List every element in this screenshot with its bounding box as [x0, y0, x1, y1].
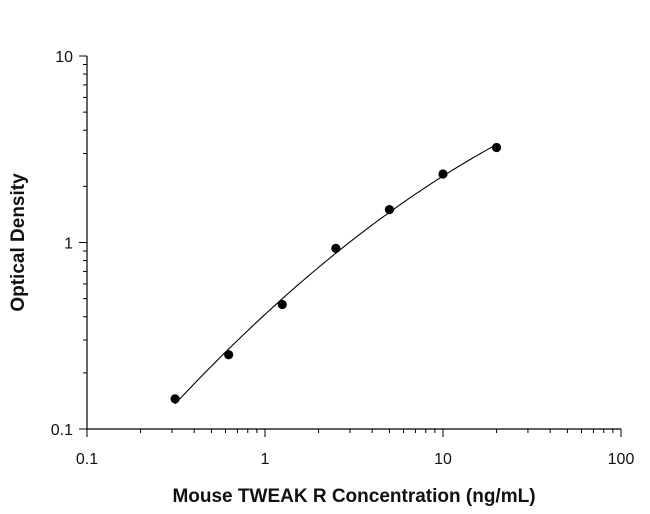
x-tick-label: 10	[434, 451, 452, 468]
data-point	[224, 350, 234, 360]
y-axis-title: Optical Density	[8, 173, 29, 312]
y-tick-label: 0.1	[51, 422, 73, 439]
axes	[86, 56, 621, 430]
y-tick-label: 10	[55, 49, 73, 66]
fit-curve	[174, 144, 497, 405]
data-point	[277, 299, 287, 310]
data-points	[170, 142, 502, 404]
data-point	[438, 169, 448, 179]
data-point	[331, 243, 341, 253]
major-ticks	[79, 55, 622, 437]
x-axis-title: Mouse TWEAK R Concentration (ng/mL)	[172, 486, 535, 507]
data-point	[491, 142, 502, 153]
x-tick-label: 1	[261, 451, 270, 468]
x-tick-labels: 0.1 1 10 100	[76, 451, 635, 468]
x-tick-label: 100	[608, 451, 635, 468]
y-tick-label: 1	[64, 236, 73, 253]
data-point	[170, 394, 180, 404]
x-tick-label: 0.1	[76, 451, 98, 468]
y-tick-labels: 0.1 1 10	[51, 49, 73, 439]
minor-ticks	[83, 64, 614, 433]
data-point	[384, 205, 395, 215]
